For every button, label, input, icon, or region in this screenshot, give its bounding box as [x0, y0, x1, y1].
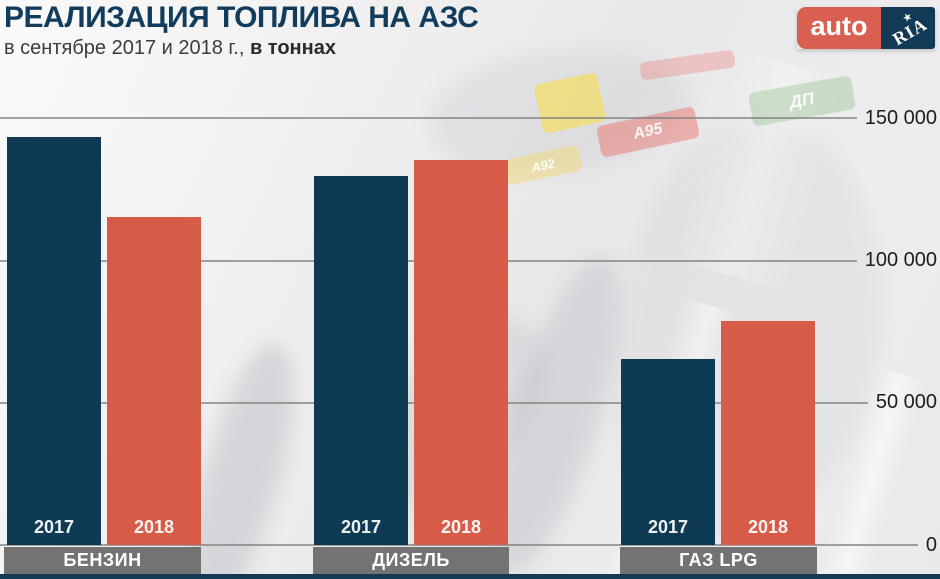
page-subtitle: в сентябре 2017 и 2018 г., в тоннах — [4, 37, 478, 60]
y-axis-tick-label: 150 000 — [864, 106, 937, 129]
bar-2018: 2018 — [107, 216, 201, 545]
bottom-accent-bar — [0, 574, 940, 579]
category-strip-3: ГАЗ LPG — [620, 547, 817, 574]
bar-2017: 2017 — [7, 136, 101, 545]
y-axis-tick-label: 50 000 — [875, 391, 937, 414]
category-strip-1: БЕНЗИН — [4, 547, 201, 574]
logo-auto-label: auto — [810, 11, 868, 41]
gridline — [0, 117, 857, 120]
category-strip-2: ДИЗЕЛЬ — [313, 547, 509, 574]
photo-chip-red — [639, 49, 736, 81]
bar-2017: 2017 — [621, 359, 715, 545]
y-axis-tick-label: 100 000 — [864, 249, 937, 272]
category-strips: БЕНЗИН ДИЗЕЛЬ ГАЗ LPG — [0, 547, 940, 574]
bar-2018: 2018 — [721, 321, 815, 545]
logo-ria-label: RIA — [889, 13, 931, 49]
gridline — [0, 544, 918, 546]
logo-ria-box: ★ RIA — [881, 7, 935, 49]
category-label: ДИЗЕЛЬ — [372, 550, 450, 570]
plot-area: 150 000 100 000 50 000 0 2017 2018 2017 2018 201… — [0, 90, 940, 556]
logo-auto-box: auto — [797, 7, 881, 49]
bar-2017: 2017 — [314, 176, 408, 545]
page-title: РЕАЛИЗАЦИЯ ТОПЛИВА НА АЗС — [4, 1, 479, 34]
bar-year-label: 2017 — [33, 517, 75, 537]
subtitle-unit: в тоннах — [249, 37, 336, 60]
bar-group-2: 2017 2018 — [314, 90, 508, 545]
category-label: БЕНЗИН — [63, 550, 142, 570]
bar-year-label: 2018 — [747, 517, 789, 537]
bar-2018: 2018 — [414, 160, 508, 545]
logo-ria-inner: ★ RIA — [886, 8, 931, 49]
bar-year-label: 2018 — [133, 517, 175, 537]
subtitle-prefix: в сентябре 2017 и 2018 г., — [4, 37, 250, 60]
category-label: ГАЗ LPG — [679, 550, 758, 570]
autoria-logo: auto ★ RIA — [797, 7, 935, 49]
bar-year-label: 2017 — [647, 517, 689, 537]
bar-year-label: 2018 — [440, 517, 482, 537]
bar-year-label: 2017 — [340, 517, 382, 537]
header: РЕАЛИЗАЦИЯ ТОПЛИВА НА АЗС в сентябре 201… — [4, 1, 479, 60]
y-axis-tick-label: 0 — [925, 533, 937, 556]
bar-group-3: 2017 2018 — [621, 90, 815, 545]
bar-group-1: 2017 2018 — [7, 90, 201, 545]
